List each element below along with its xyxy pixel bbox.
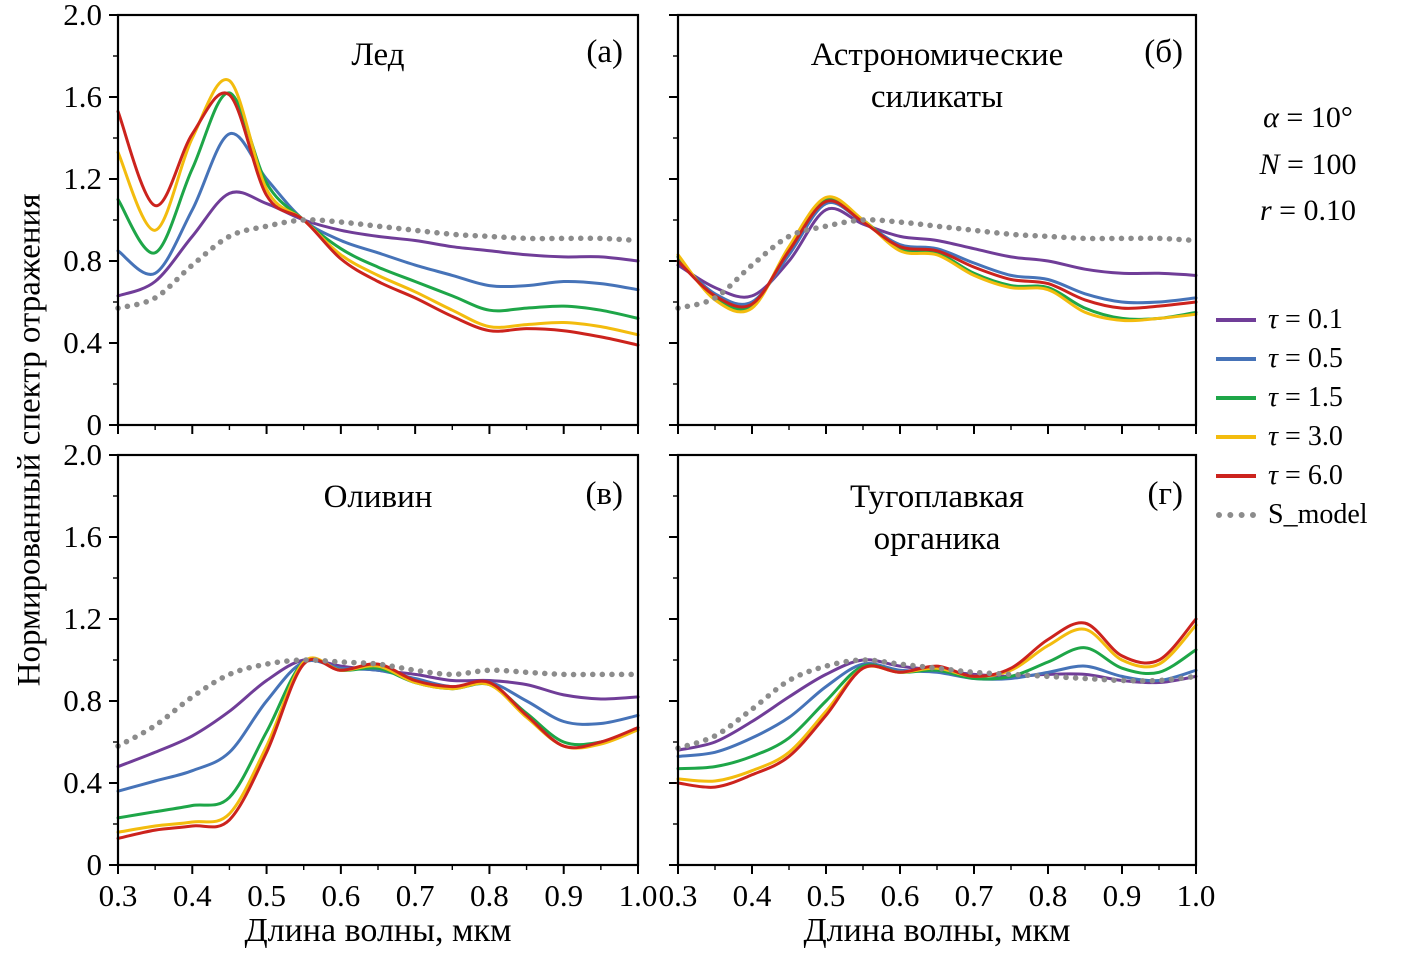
panel-a-letter: (а)	[586, 34, 623, 70]
series-line	[676, 662, 1198, 758]
series-line	[676, 199, 1198, 310]
panel-a-title: Лед	[351, 37, 405, 73]
svg-text:0.9: 0.9	[544, 878, 583, 913]
svg-text:0: 0	[87, 407, 103, 442]
panel-g-letter: (г)	[1147, 476, 1183, 512]
svg-text:0.7: 0.7	[955, 878, 994, 913]
svg-text:1.6: 1.6	[63, 79, 102, 114]
svg-text:1.6: 1.6	[63, 519, 102, 554]
legend-swatch-dotted-line	[1216, 511, 1256, 518]
legend-item-tau-0-5: τ = 0.5	[1216, 339, 1368, 378]
legend-item-tau-6-0: τ = 6.0	[1216, 456, 1368, 495]
svg-text:0.3: 0.3	[99, 878, 138, 913]
legend-label: τ = 0.5	[1268, 342, 1343, 374]
series-line	[676, 206, 1198, 299]
panel-border	[116, 453, 640, 867]
legend-label: S_model	[1268, 498, 1368, 530]
svg-text:0: 0	[87, 847, 103, 882]
series-line	[676, 646, 1198, 771]
series-line	[116, 77, 640, 337]
svg-text:1.2: 1.2	[63, 161, 102, 196]
legend-swatch-line	[1216, 356, 1256, 361]
svg-text:0.7: 0.7	[396, 878, 435, 913]
param-alpha: α = 10°	[1263, 101, 1353, 134]
svg-text:0.8: 0.8	[63, 683, 102, 718]
panel-v-title: Оливин	[323, 479, 433, 515]
y-axis-label: Нормированный спектр отражения	[11, 193, 48, 687]
panel-b-letter: (б)	[1144, 34, 1183, 70]
series-line	[116, 658, 640, 793]
legend-swatch-line	[1216, 395, 1256, 400]
series-line	[116, 657, 640, 820]
series-line	[116, 657, 640, 840]
legend-item-s-model: S_model	[1216, 495, 1368, 534]
svg-text:0.3: 0.3	[659, 878, 698, 913]
legend-swatch-line	[1216, 434, 1256, 439]
series-dotted-line	[115, 657, 641, 749]
legend: τ = 0.1 τ = 0.5 τ = 1.5 τ = 3.0 τ = 6.0 …	[1216, 300, 1368, 534]
series-line	[116, 91, 640, 320]
x-axis-label-right: Длина волны, мкм	[803, 912, 1071, 949]
param-r: r = 0.10	[1259, 194, 1357, 227]
svg-text:0.9: 0.9	[1103, 878, 1142, 913]
series-dotted-line	[675, 217, 1199, 311]
param-n: N = 100	[1259, 147, 1357, 181]
svg-text:1.0: 1.0	[619, 878, 658, 913]
series-line	[116, 190, 640, 298]
svg-text:0.4: 0.4	[733, 878, 772, 913]
panel-border	[676, 13, 1198, 427]
panel-border	[116, 13, 640, 427]
series-dotted-line	[675, 657, 1199, 751]
legend-label: τ = 1.5	[1268, 381, 1343, 413]
series-line	[116, 91, 640, 347]
panel-border	[676, 453, 1198, 867]
legend-label: τ = 3.0	[1268, 420, 1343, 452]
legend-swatch-line	[1216, 473, 1256, 478]
legend-item-tau-3-0: τ = 3.0	[1216, 417, 1368, 456]
svg-text:0.8: 0.8	[63, 243, 102, 278]
svg-text:2.0: 2.0	[63, 0, 102, 32]
svg-text:0.5: 0.5	[807, 878, 846, 913]
legend-item-tau-0-1: τ = 0.1	[1216, 300, 1368, 339]
series-line	[676, 623, 1198, 783]
params-block: α = 10° N = 100 r = 0.10	[1205, 95, 1411, 235]
svg-text:0.4: 0.4	[63, 325, 102, 360]
svg-text:0.6: 0.6	[321, 878, 360, 913]
svg-text:0.8: 0.8	[470, 878, 509, 913]
series-line	[116, 132, 640, 292]
panel-g-title: Тугоплавкая органика	[850, 479, 1024, 558]
svg-text:1.0: 1.0	[1177, 878, 1216, 913]
x-axis-label-left: Длина волны, мкм	[244, 912, 512, 949]
series-dotted-line	[115, 217, 641, 311]
legend-swatch-line	[1216, 317, 1256, 322]
svg-text:0.8: 0.8	[1029, 878, 1068, 913]
svg-text:0.5: 0.5	[247, 878, 286, 913]
svg-text:2.0: 2.0	[63, 437, 102, 472]
legend-label: τ = 6.0	[1268, 459, 1343, 491]
svg-text:1.2: 1.2	[63, 601, 102, 636]
legend-label: τ = 0.1	[1268, 303, 1343, 335]
svg-text:0.4: 0.4	[173, 878, 212, 913]
series-line	[676, 617, 1198, 789]
svg-text:0.6: 0.6	[881, 878, 920, 913]
series-line	[116, 658, 640, 769]
panel-b-title: Астрономические силикаты	[810, 37, 1064, 116]
svg-text:0.4: 0.4	[63, 765, 102, 800]
legend-item-tau-1-5: τ = 1.5	[1216, 378, 1368, 417]
panel-v-letter: (в)	[585, 476, 623, 512]
